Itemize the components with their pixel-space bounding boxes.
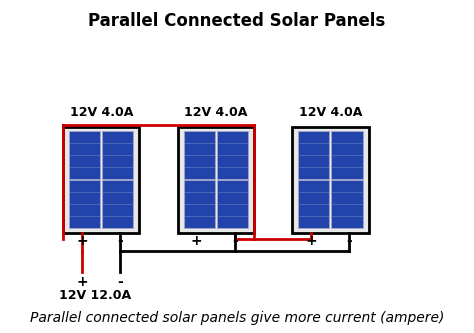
FancyBboxPatch shape [102,132,134,179]
Text: +: + [76,275,88,289]
Text: 12V 4.0A: 12V 4.0A [299,106,362,119]
Text: 12V 12.0A: 12V 12.0A [59,289,131,302]
FancyBboxPatch shape [292,127,368,232]
FancyBboxPatch shape [331,180,363,228]
FancyBboxPatch shape [69,180,100,228]
FancyBboxPatch shape [298,132,329,179]
FancyBboxPatch shape [331,132,363,179]
FancyBboxPatch shape [63,127,139,232]
Text: -: - [118,234,123,248]
FancyBboxPatch shape [217,180,248,228]
FancyBboxPatch shape [69,132,100,179]
FancyBboxPatch shape [102,180,134,228]
Text: 12V 4.0A: 12V 4.0A [70,106,133,119]
FancyBboxPatch shape [298,180,329,228]
Text: Parallel connected solar panels give more current (ampere): Parallel connected solar panels give mor… [30,311,444,325]
Text: -: - [346,234,352,248]
Text: 12V 4.0A: 12V 4.0A [184,106,247,119]
FancyBboxPatch shape [183,132,215,179]
Text: +: + [305,234,317,248]
Text: -: - [118,275,123,289]
FancyBboxPatch shape [178,127,254,232]
Text: +: + [191,234,202,248]
FancyBboxPatch shape [217,132,248,179]
Text: +: + [76,234,88,248]
Text: Parallel Connected Solar Panels: Parallel Connected Solar Panels [88,12,386,30]
FancyBboxPatch shape [183,180,215,228]
Text: -: - [232,234,238,248]
